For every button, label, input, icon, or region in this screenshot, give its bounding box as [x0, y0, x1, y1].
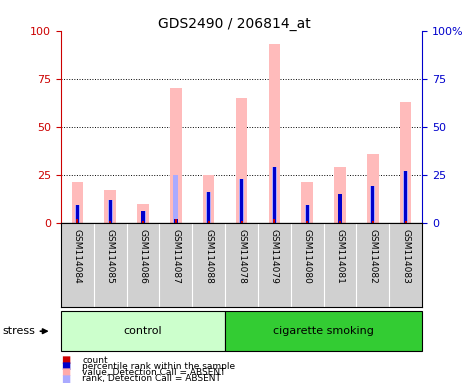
Bar	[208, 221, 210, 223]
Bar	[76, 205, 79, 223]
Bar	[61, 311, 225, 351]
Bar	[206, 192, 211, 223]
Bar	[174, 175, 178, 223]
Text: value, Detection Call = ABSENT: value, Detection Call = ABSENT	[82, 368, 226, 377]
Bar	[109, 221, 111, 223]
Text: GSM114078: GSM114078	[237, 230, 246, 285]
Bar	[225, 311, 422, 351]
Text: cigarette smoking: cigarette smoking	[273, 326, 374, 336]
Bar	[338, 194, 341, 223]
Bar	[141, 211, 145, 223]
Bar	[272, 167, 277, 223]
Bar	[203, 175, 214, 223]
Text: stress: stress	[2, 326, 35, 336]
Text: GDS2490 / 206814_at: GDS2490 / 206814_at	[158, 17, 311, 31]
Bar	[175, 219, 177, 223]
Text: ■: ■	[61, 361, 70, 371]
Bar	[404, 171, 407, 223]
Bar	[170, 88, 182, 223]
Bar	[72, 182, 83, 223]
Bar	[339, 221, 341, 223]
Bar	[269, 44, 280, 223]
Text: GSM114082: GSM114082	[368, 230, 378, 284]
Text: GSM114086: GSM114086	[138, 230, 148, 285]
Text: GSM114081: GSM114081	[335, 230, 345, 285]
Text: rank, Detection Call = ABSENT: rank, Detection Call = ABSENT	[82, 374, 221, 383]
Bar	[105, 190, 116, 223]
Bar	[207, 192, 210, 223]
Bar	[241, 221, 242, 223]
Bar	[372, 221, 374, 223]
Bar	[142, 221, 144, 223]
Text: ■: ■	[61, 367, 70, 377]
Bar	[239, 179, 244, 223]
Text: control: control	[124, 326, 162, 336]
Bar	[371, 186, 375, 223]
Text: GSM114083: GSM114083	[401, 230, 410, 285]
Bar	[75, 205, 80, 223]
Bar	[141, 211, 144, 223]
Text: GSM114088: GSM114088	[204, 230, 213, 285]
Bar	[273, 219, 275, 223]
Text: GSM114080: GSM114080	[303, 230, 312, 285]
Bar	[367, 154, 378, 223]
Bar	[371, 186, 374, 223]
Text: percentile rank within the sample: percentile rank within the sample	[82, 362, 235, 371]
Text: ■: ■	[61, 355, 70, 365]
Bar	[108, 200, 112, 223]
Bar	[76, 219, 78, 223]
Bar	[400, 102, 411, 223]
Text: GSM114079: GSM114079	[270, 230, 279, 285]
Bar	[108, 200, 113, 223]
Bar	[272, 167, 276, 223]
Bar	[405, 221, 407, 223]
Text: count: count	[82, 356, 108, 365]
Text: GSM114087: GSM114087	[171, 230, 181, 285]
Bar	[403, 171, 408, 223]
Bar	[240, 179, 243, 223]
Bar	[338, 194, 342, 223]
Text: ■: ■	[61, 374, 70, 384]
Bar	[305, 205, 309, 223]
Bar	[137, 204, 149, 223]
Bar	[334, 167, 346, 223]
Text: GSM114085: GSM114085	[106, 230, 115, 285]
Bar	[305, 205, 310, 223]
Bar	[174, 219, 177, 223]
Text: GSM114084: GSM114084	[73, 230, 82, 284]
Bar	[306, 221, 308, 223]
Bar	[302, 182, 313, 223]
Bar	[236, 98, 247, 223]
